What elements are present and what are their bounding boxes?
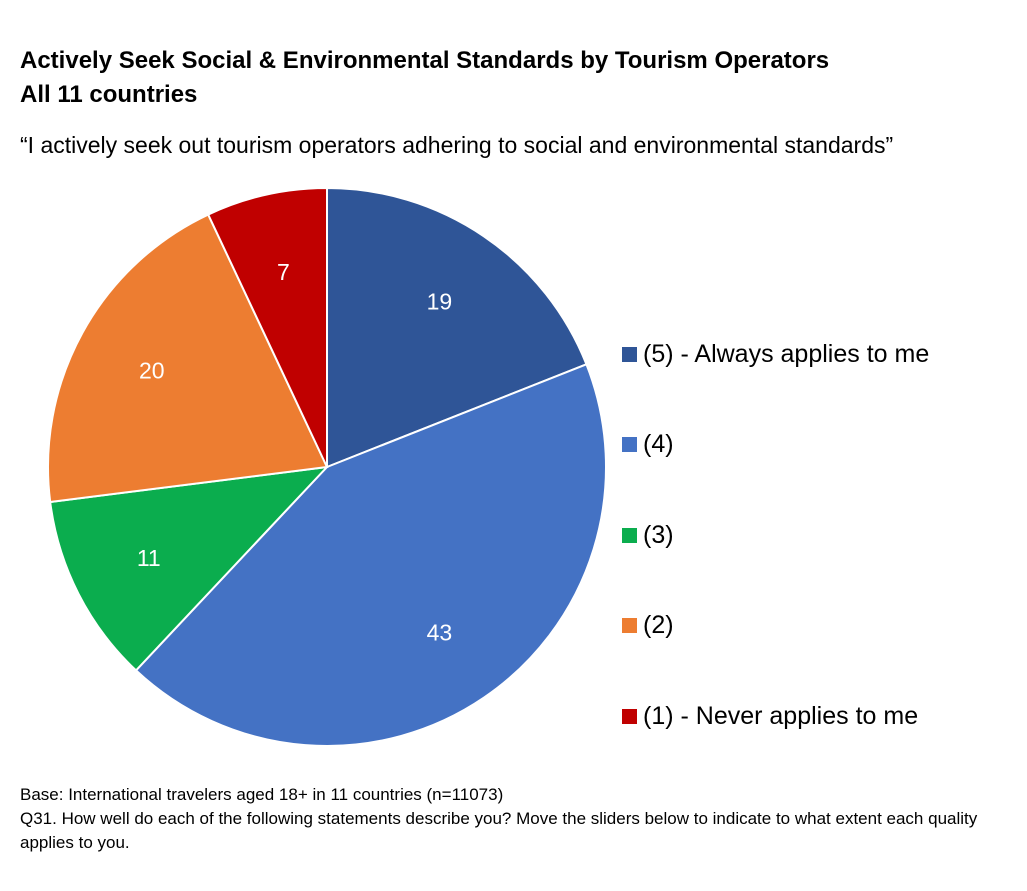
legend-label: (5) - Always applies to me: [643, 339, 930, 368]
chart-title-line1: Actively Seek Social & Environmental Sta…: [20, 47, 830, 74]
pie-label-3: 11: [137, 545, 161, 571]
pie-label-2: 20: [139, 358, 165, 384]
legend-swatch: [622, 437, 637, 452]
chart-title-line2: All 11 countries: [20, 81, 198, 108]
legend-label: (4): [643, 430, 674, 458]
pie-slice-3: [49, 465, 330, 672]
legend-swatch: [622, 346, 637, 362]
chart-subtitle: “I actively seek out tourism operators a…: [20, 132, 894, 158]
legend-item-1-never-applies-to-me: (1) - Never applies to me: [622, 696, 929, 736]
legend-label: (3): [643, 520, 674, 549]
pie-slice-1-never-applies-to-me: [206, 186, 328, 468]
legend-swatch: [622, 708, 637, 724]
legend-label: (1) - Never applies to me: [643, 701, 919, 730]
footnote-base: Base: International travelers aged 18+ i…: [20, 785, 504, 804]
pie-label-1-never-applies-to-me: 7: [277, 259, 290, 285]
pie-slice-2: [47, 213, 329, 504]
legend-item-5-always-applies-to-me: (5) - Always applies to me: [622, 334, 929, 374]
chart-legend: (5) - Always applies to me (4) (3) (2) (1) -…: [622, 334, 929, 787]
chart-title: Actively Seek Social & Environmental Sta…: [20, 44, 829, 112]
pie-slice-5-always-applies-to-me: [326, 186, 588, 469]
chart-footnote: Base: International travelers aged 18+ i…: [20, 783, 1010, 855]
legend-label: (2): [643, 611, 674, 639]
legend-item-4: (4): [622, 425, 929, 465]
legend-swatch: [622, 527, 637, 543]
pie-slice-4: [134, 362, 607, 747]
pie-label-4: 43: [427, 619, 453, 645]
footnote-question: Q31. How well do each of the following s…: [20, 809, 978, 852]
legend-swatch: [622, 618, 637, 633]
pie-label-5-always-applies-to-me: 19: [427, 289, 453, 315]
legend-item-3: (3): [622, 515, 929, 555]
legend-item-2: (2): [622, 606, 929, 646]
